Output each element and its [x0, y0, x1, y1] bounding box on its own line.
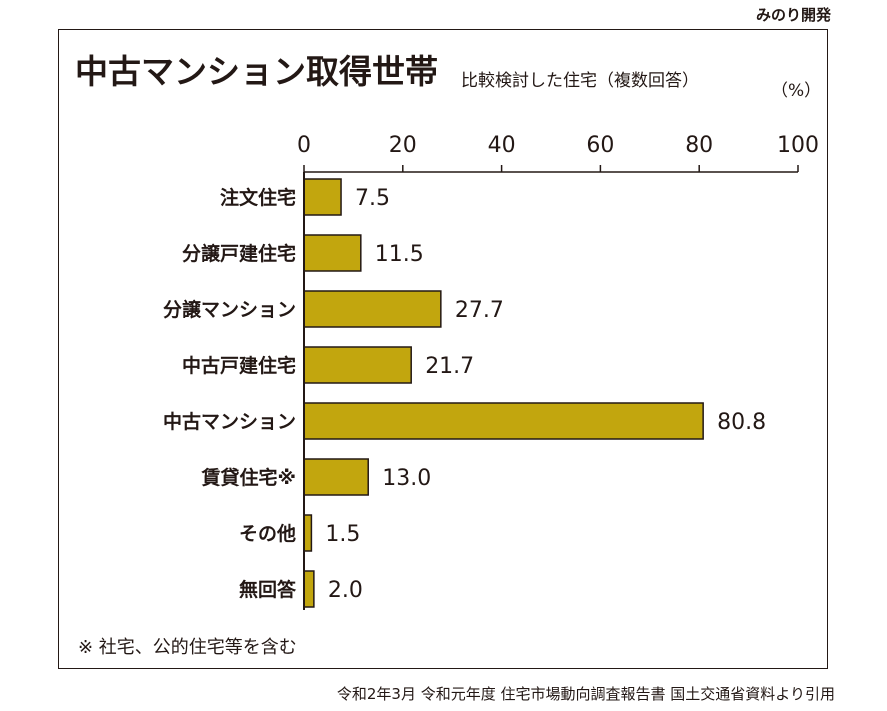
- data-label: 2.0: [328, 578, 363, 603]
- bar: [303, 514, 313, 552]
- bar: [303, 178, 342, 216]
- bar: [303, 234, 362, 272]
- category-label: 中古戸建住宅: [182, 354, 296, 377]
- chart-subtitle: 比較検討した住宅（複数回答）: [461, 71, 699, 91]
- x-tick-label: 40: [488, 133, 516, 158]
- data-label: 80.8: [717, 410, 766, 435]
- data-label: 7.5: [355, 186, 390, 211]
- data-label: 1.5: [325, 522, 360, 547]
- chart-title: 中古マンション取得世帯: [75, 52, 438, 91]
- bar: [303, 458, 369, 496]
- bar: [303, 570, 315, 608]
- category-label: 分譲戸建住宅: [182, 242, 296, 265]
- x-tick-label: 20: [389, 133, 417, 158]
- category-label: 分譲マンション: [163, 298, 296, 321]
- x-tick-label: 0: [297, 133, 311, 158]
- x-tick-label: 60: [586, 133, 614, 158]
- footnote: ※ 社宅、公的住宅等を含む: [78, 637, 297, 658]
- credit-text: みのり開発: [755, 6, 831, 24]
- source-citation: 令和2年3月 令和元年度 住宅市場動向調査報告書 国土交通省資料より引用: [336, 685, 835, 703]
- data-label: 11.5: [375, 242, 424, 267]
- bar: [303, 290, 442, 328]
- x-tick-label: 80: [685, 133, 713, 158]
- category-label: 注文住宅: [220, 186, 296, 209]
- category-label: 中古マンション: [163, 410, 296, 433]
- bar: [303, 346, 412, 384]
- data-label: 27.7: [455, 298, 504, 323]
- category-label: 賃貸住宅※: [201, 466, 296, 489]
- chart-frame: [58, 29, 828, 669]
- category-label: その他: [239, 522, 296, 545]
- bar: [303, 402, 704, 440]
- data-label: 13.0: [382, 466, 431, 491]
- unit-label: （%）: [771, 81, 822, 101]
- data-label: 21.7: [425, 354, 474, 379]
- category-label: 無回答: [239, 578, 297, 601]
- x-tick-label: 100: [777, 133, 819, 158]
